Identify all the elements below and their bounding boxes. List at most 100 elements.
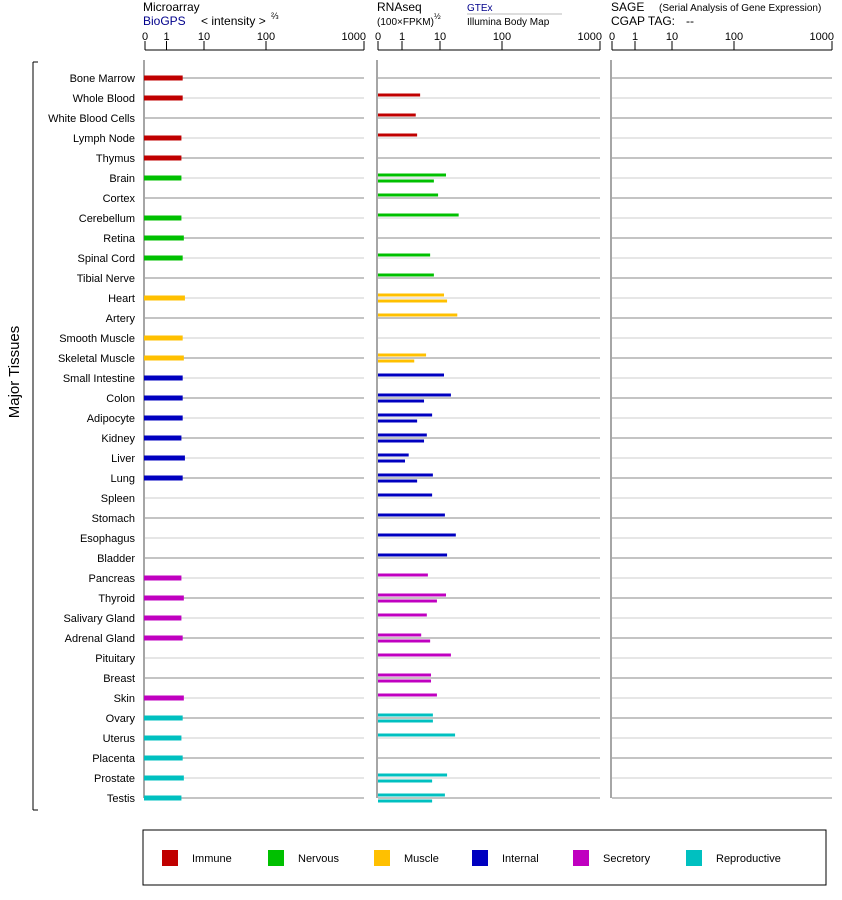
rnaseq-bar (378, 419, 418, 423)
microarray-bar (144, 475, 183, 481)
sage-tick-label: 10 (666, 31, 678, 43)
sage-tick-label: 1000 (810, 31, 834, 43)
tissue-row: Esophagus (80, 533, 832, 545)
tissue-label: Smooth Muscle (59, 333, 135, 345)
microarray-bar (144, 715, 183, 721)
rnaseq-bar (378, 179, 434, 183)
tissue-label: Brain (109, 173, 135, 185)
rnaseq-title: RNAseq (377, 0, 422, 14)
legend-item-nervous: Nervous (268, 850, 339, 866)
sage-title: SAGE (611, 0, 644, 14)
legend-item-internal: Internal (472, 850, 539, 866)
tissue-label: Stomach (92, 513, 135, 525)
tissue-label: Heart (108, 293, 135, 305)
tissue-label: Artery (106, 313, 136, 325)
rnaseq-bar (378, 93, 421, 97)
y-axis-label: Major Tissues (6, 326, 23, 419)
tissue-row: Spleen (101, 493, 832, 505)
rnaseq-bar (378, 213, 459, 217)
rnaseq-bar (378, 399, 425, 403)
microarray-bar (144, 615, 182, 621)
tissue-row: Thymus (96, 153, 832, 165)
tissue-row: Testis (107, 793, 832, 805)
tissue-row: Cortex (103, 193, 832, 205)
rnaseq-bar (378, 353, 427, 357)
tissue-row: Smooth Muscle (59, 333, 832, 345)
microarray-bar (144, 375, 183, 381)
microarray-bar (144, 95, 183, 101)
tissue-label: Testis (107, 793, 136, 805)
microarray-bar (144, 395, 183, 401)
rnaseq-bar (378, 479, 418, 483)
rnaseq-bar (378, 633, 422, 637)
legend-label: Secretory (603, 853, 651, 865)
microarray-bar (144, 215, 182, 221)
tissue-label: Ovary (106, 713, 136, 725)
rnaseq-bar (378, 113, 416, 117)
legend-label: Reproductive (716, 853, 781, 865)
rnaseq-bar (378, 679, 432, 683)
rnaseq-bar (378, 779, 433, 783)
rnaseq-tick-label: 10 (434, 31, 446, 43)
rnaseq-tick-label: 1000 (578, 31, 602, 43)
tissue-row: Kidney (101, 433, 832, 445)
tissue-label: Whole Blood (73, 93, 135, 105)
gtex-source[interactable]: GTEx (467, 3, 493, 14)
rnaseq-bar (378, 593, 447, 597)
rnaseq-bar (378, 719, 433, 723)
rnaseq-bar (378, 453, 409, 457)
legend-item-reproductive: Reproductive (686, 850, 781, 866)
tissue-label: Retina (103, 233, 136, 245)
rnaseq-bar (378, 653, 451, 657)
tissue-label: Prostate (94, 773, 135, 785)
sage-tick-label: 0 (609, 31, 615, 43)
rnaseq-bar (378, 533, 456, 537)
tissue-label: Lymph Node (73, 133, 135, 145)
tissue-row: Pituitary (95, 653, 832, 665)
tissue-label: Adipocyte (87, 413, 135, 425)
rnaseq-bar (378, 439, 425, 443)
tissue-row: Whole Blood (73, 93, 832, 105)
tissue-label: Adrenal Gland (65, 633, 135, 645)
rnaseq-bar (378, 253, 431, 257)
tissue-label: Spinal Cord (78, 253, 135, 265)
microarray-bar (144, 355, 184, 361)
microarray-bar (144, 295, 185, 301)
tissue-label: Small Intestine (63, 373, 135, 385)
tissue-row: Stomach (92, 513, 832, 525)
tissue-row: Cerebellum (79, 213, 832, 225)
microarray-bar (144, 335, 183, 341)
legend-box (142, 829, 827, 886)
tissue-label: Liver (111, 453, 135, 465)
microarray-bar (144, 755, 183, 761)
tissue-row: Skeletal Muscle (58, 353, 832, 365)
tissue-row: Breast (103, 673, 832, 685)
microarray-tick-label: 1000 (342, 31, 366, 43)
rnaseq-bar (378, 733, 456, 737)
legend-swatch (573, 850, 589, 866)
legend-label: Muscle (404, 853, 439, 865)
tissue-row: Brain (109, 173, 832, 185)
rnaseq-bar (378, 573, 428, 577)
rnaseq-bar (378, 553, 448, 557)
legend-label: Nervous (298, 853, 339, 865)
legend-swatch (268, 850, 284, 866)
legend-item-muscle: Muscle (374, 850, 439, 866)
microarray-tick-label: 10 (198, 31, 210, 43)
rnaseq-bar (378, 613, 427, 617)
tissue-label: Cerebellum (79, 213, 135, 225)
tissue-row: White Blood Cells (48, 113, 832, 125)
tissue-row: Retina (103, 233, 832, 245)
tissue-label: Kidney (101, 433, 135, 445)
rnaseq-bar (378, 313, 458, 317)
rnaseq-bar (378, 793, 445, 797)
microarray-bar (144, 775, 184, 781)
tissue-row: Lung (111, 473, 832, 485)
rnaseq-bar (378, 799, 433, 803)
tissue-label: Lung (111, 473, 135, 485)
microarray-bar (144, 135, 182, 141)
microarray-source[interactable]: BioGPS (143, 14, 186, 28)
microarray-title: Microarray (143, 0, 200, 14)
rnaseq-bar (378, 293, 444, 297)
